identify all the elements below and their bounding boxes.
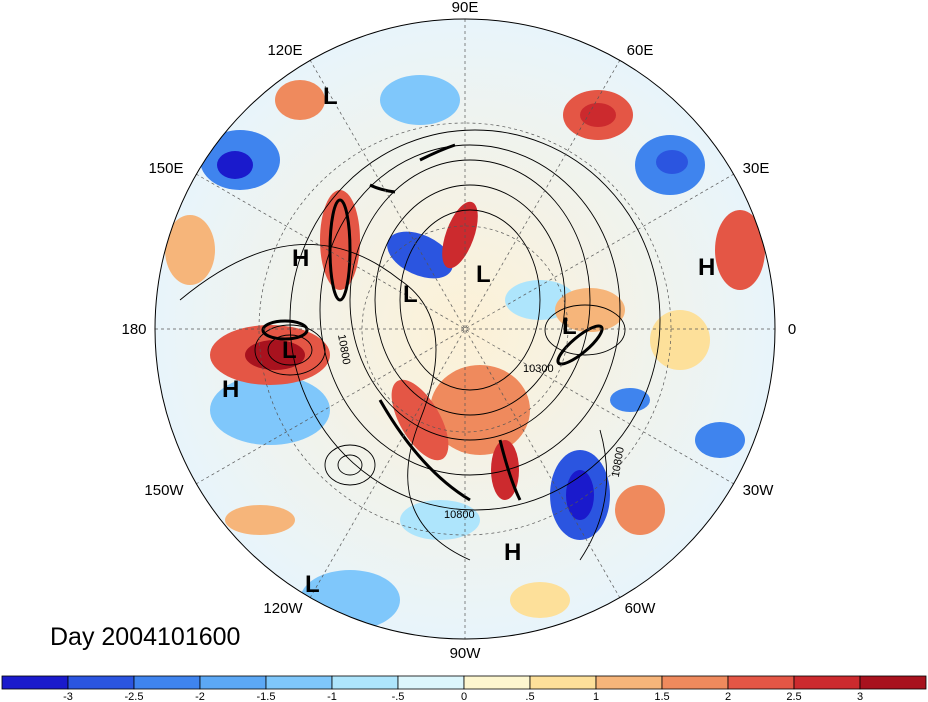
colorbar-swatch [529, 675, 597, 690]
longitude-label: 120E [267, 42, 302, 59]
colorbar-swatch [199, 675, 267, 690]
colorbar-tick-label: -3 [63, 691, 73, 702]
colorbar-tick-label: -.5 [392, 691, 405, 702]
low-pressure-marker: L [323, 83, 338, 110]
colorbar-tick-label: .5 [525, 691, 534, 702]
colorbar-swatch [463, 675, 531, 690]
colorbar-tick-label: -1.5 [257, 691, 276, 702]
low-pressure-marker: L [476, 261, 491, 288]
colorbar-tick-label: 2.5 [786, 691, 801, 702]
colorbar-tick-label: 1 [593, 691, 599, 702]
low-pressure-marker: L [562, 313, 577, 340]
low-pressure-marker: L [403, 281, 418, 308]
colorbar [1, 675, 927, 690]
longitude-label: 30W [743, 482, 775, 499]
high-pressure-marker: H [222, 376, 239, 403]
colorbar-tick-label: -1 [327, 691, 337, 702]
colorbar-tick-label: 1.5 [654, 691, 669, 702]
map-border [154, 18, 776, 640]
colorbar-tick-label: -2 [195, 691, 205, 702]
longitude-label: 0 [788, 321, 796, 338]
high-pressure-marker: H [504, 539, 521, 566]
colorbar-tick-label: 3 [857, 691, 863, 702]
colorbar-tick-label: 2 [725, 691, 731, 702]
colorbar-swatch [661, 675, 729, 690]
colorbar-swatch [133, 675, 201, 690]
pressure-system-markers: L H L L L L H H H L [222, 83, 715, 598]
map-title: Day 2004101600 [50, 623, 240, 651]
colorbar-tick-labels: -3 -2.5 -2 -1.5 -1 -.5 0 .5 1 1.5 2 2.5 3 [63, 691, 863, 702]
longitude-label: 150W [144, 482, 184, 499]
longitude-label: 180 [121, 321, 146, 338]
longitude-labels: 90E 60E 30E 0 30W 60W 90W 120W 150W 180 … [121, 0, 796, 662]
longitude-label: 120W [263, 600, 303, 617]
colorbar-swatch [595, 675, 663, 690]
high-pressure-marker: H [698, 254, 715, 281]
low-pressure-marker: L [305, 571, 320, 598]
colorbar-swatch [397, 675, 465, 690]
colorbar-tick-label: 0 [461, 691, 467, 702]
longitude-label: 90E [452, 0, 479, 16]
colorbar-swatch [727, 675, 795, 690]
colorbar-tick-label: -2.5 [125, 691, 144, 702]
low-pressure-marker: L [282, 337, 297, 364]
colorbar-swatch [1, 675, 69, 690]
longitude-label: 90W [450, 645, 482, 662]
contour-label: 10800 [444, 509, 475, 521]
longitude-label: 30E [743, 160, 770, 177]
colorbar-swatch [793, 675, 861, 690]
jet-contours [261, 143, 604, 502]
colorbar-swatch [67, 675, 135, 690]
polar-map: 10800 10300 10800 10800 L H L L L L H H … [154, 18, 776, 640]
longitude-label: 60W [625, 600, 657, 617]
longitude-label: 60E [627, 42, 654, 59]
contour-labels: 10800 10300 10800 10800 [335, 333, 627, 521]
colorbar-swatch [859, 675, 927, 690]
contour-label: 10800 [335, 333, 352, 365]
contour-label: 10300 [523, 363, 554, 375]
contour-label: 10800 [610, 446, 627, 478]
longitude-label: 150E [148, 160, 183, 177]
colorbar-swatch [265, 675, 333, 690]
colorbar-swatch [331, 675, 399, 690]
graticule [155, 19, 775, 639]
high-pressure-marker: H [292, 245, 309, 272]
